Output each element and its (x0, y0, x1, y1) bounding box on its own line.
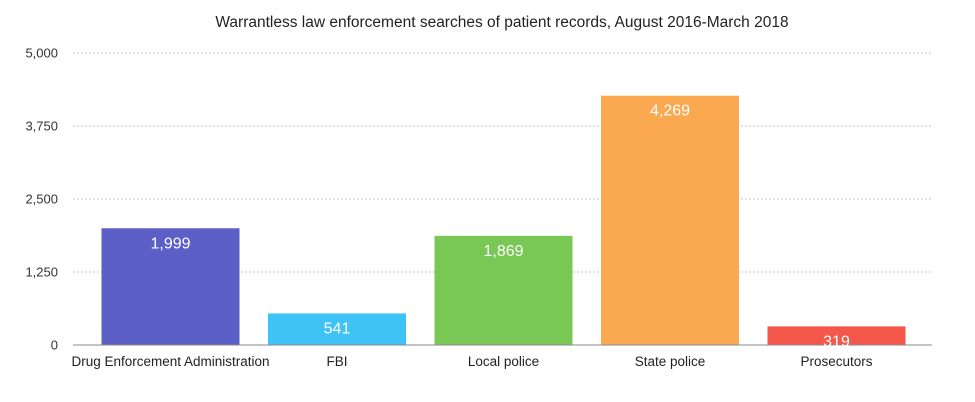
y-tick-label: 2,500 (25, 192, 58, 207)
value-labels: 1,999 541 1,869 4,269 319 (150, 103, 849, 351)
value-label: 1,999 (150, 235, 190, 252)
y-axis-ticks: 0 1,250 2,500 3,750 5,000 (25, 46, 58, 353)
value-label: 319 (823, 333, 850, 350)
bar (601, 95, 739, 345)
category-label: Local police (468, 354, 539, 369)
category-label: FBI (326, 354, 347, 369)
value-label: 541 (324, 320, 351, 337)
category-label: Drug Enforcement Administration (71, 354, 269, 369)
y-tick-label: 1,250 (25, 265, 58, 280)
bar (767, 326, 906, 345)
category-label: State police (635, 354, 706, 369)
chart-title: Warrantless law enforcement searches of … (215, 14, 788, 31)
y-tick-label: 3,750 (25, 119, 58, 134)
bars (101, 95, 906, 345)
bar (101, 228, 240, 345)
category-labels: Drug Enforcement Administration FBI Local … (71, 354, 872, 369)
y-tick-label: 0 (51, 338, 58, 353)
value-label: 1,869 (483, 243, 523, 260)
bar (434, 235, 573, 345)
category-label: Prosecutors (800, 354, 872, 369)
bar (268, 313, 406, 345)
y-tick-label: 5,000 (25, 46, 58, 61)
value-label: 4,269 (650, 103, 690, 120)
